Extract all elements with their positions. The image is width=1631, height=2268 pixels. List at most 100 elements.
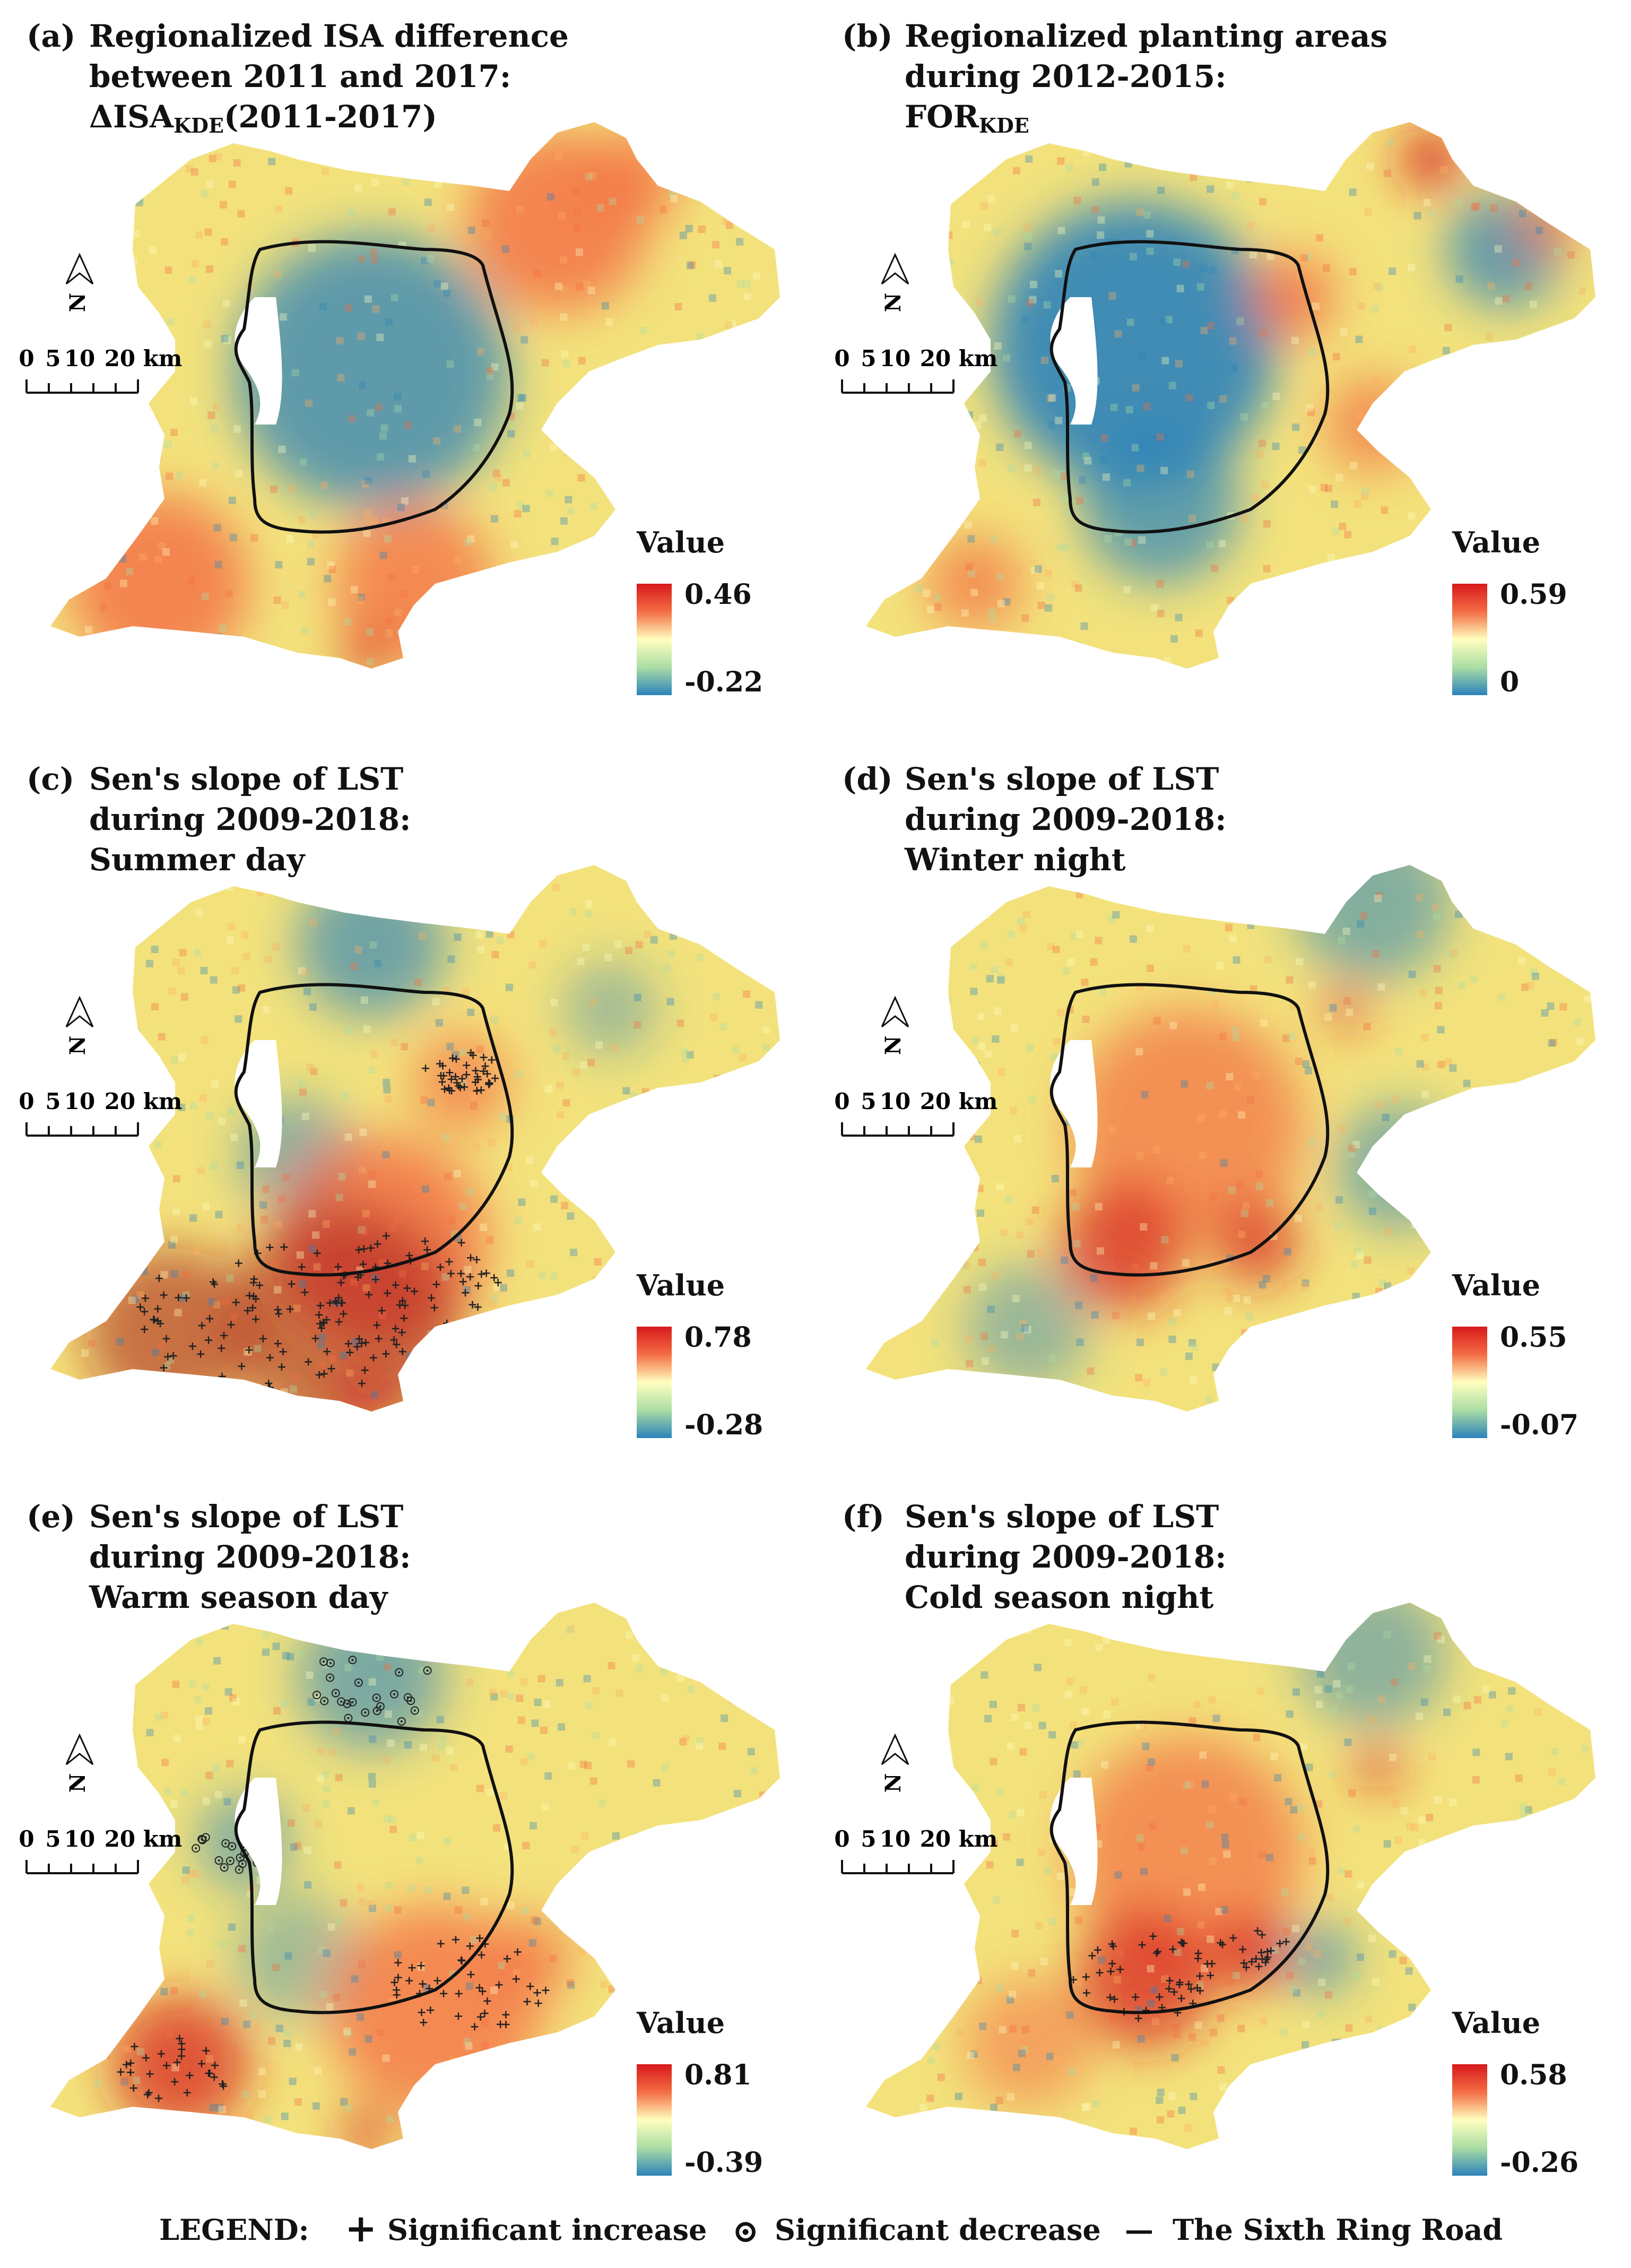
legend: LEGEND: + Significant increase ⊙ Signifi… [0,2202,1631,2261]
scale-label: 20 km [105,1826,183,1852]
map-panel-e: N 0 5 10 20 km (e) Sen's slope of LST during 20… [0,1481,816,2220]
colorbar-title: Value [637,1268,725,1302]
scale-label: 5 [45,345,60,371]
title-line: Sen's slope of LST [905,761,1219,797]
scale-label: 10 [64,345,95,371]
title-line: during 2009-2018: [905,1539,1227,1575]
sixth-ring-road-line [234,983,514,1277]
north-arrow-icon: N [881,996,909,1055]
scale-label: 10 [880,1088,910,1114]
title-line: Winter night [905,842,1126,878]
scale-label: 20 km [920,345,998,371]
scale-label: 20 km [920,1088,998,1114]
scale-label: 0 [834,1088,849,1114]
scale-label: 5 [861,1088,876,1114]
scale-bar: 0 5 10 20 km [834,1826,997,1874]
panel-tag: (c) [27,761,75,797]
panel-tag: (f) [842,1499,884,1535]
colorbar-min: -0.26 [1500,2146,1579,2179]
colorbar-max: 0.59 [1500,578,1567,611]
colorbar [1452,584,1487,695]
panel-tag: (e) [27,1499,75,1535]
colorbar-min: -0.39 [684,2146,764,2179]
title-line: during 2009-2018: [905,801,1227,837]
svg-text:N: N [881,1036,906,1055]
map-raster: N 0 5 10 20 km [19,122,780,695]
map-panel-a: N 0 5 10 20 km (a) Regionalized ISA difference… [0,0,816,740]
scale-bar: 0 5 10 20 km [19,1088,183,1137]
map-panel-d: N 0 5 10 20 km (d) Sen's slope of LST during 20… [816,743,1631,1483]
colorbar-min: -0.28 [684,1409,764,1441]
colorbar-max: 0.46 [684,578,752,611]
title-line: during 2009-2018: [89,1539,411,1575]
colorbar-title: Value [1452,1268,1541,1302]
scale-label: 5 [45,1826,60,1852]
scale-label: 5 [861,1826,876,1852]
ring-line-icon: — [1125,2213,1153,2247]
colorbar [637,2064,672,2176]
map-panel-f: N 0 5 10 20 km (f) Sen's slope of LST during 20… [816,1481,1631,2220]
scale-bar: 0 5 10 20 km [834,345,998,394]
map-raster: N 0 5 10 20 km [19,865,780,1438]
colorbar-min: -0.22 [684,666,764,698]
sixth-ring-road-line [234,240,514,534]
colorbar-min: -0.07 [1500,1409,1579,1441]
panel-tag: (b) [842,18,893,54]
map-panel-c: N 0 5 10 20 km (c) Sen's slope of LST during 20… [0,743,816,1483]
scale-label: 20 km [105,1088,183,1114]
panel-tag: (d) [842,761,893,797]
title-line: Regionalized ISA difference [89,18,569,54]
colorbar [637,1327,672,1438]
colorbar [1452,2064,1487,2176]
scale-bar: 0 5 10 20 km [19,345,183,394]
scale-label: 0 [19,345,34,371]
title-line: between 2011 and 2017: [89,58,511,94]
north-arrow-icon: N [65,1733,94,1793]
scale-label: 10 [64,1088,95,1114]
title-line: during 2009-2018: [89,801,411,837]
sixth-ring-road-line [1049,1720,1330,2014]
plus-icon: + [345,2205,377,2250]
title-line: ΔISAKDE(2011-2017) [89,99,437,137]
scale-label: 0 [19,1088,34,1114]
scale-label: 0 [19,1826,34,1852]
circle-dot-icon: ⊙ [732,2213,759,2250]
title-line: Regionalized planting areas [905,18,1388,54]
legend-ring-road: The Sixth Ring Road [1173,2213,1503,2247]
north-arrow-icon: N [65,996,94,1055]
colorbar-min: 0 [1500,666,1520,698]
north-arrow-icon: N [881,1733,909,1793]
legend-decrease: Significant decrease [775,2213,1101,2247]
map-raster: N0 5 10 20 km [834,122,1595,695]
scale-label: 10 [880,1826,910,1852]
svg-text:N: N [65,293,90,313]
colorbar-title: Value [1452,525,1541,559]
title-line: Warm season day [89,1579,388,1615]
map-raster: N 0 5 10 20 km [19,1603,780,2176]
legend-increase: Significant increase [387,2213,707,2247]
panel-tag: (a) [27,18,76,54]
colorbar-title: Value [637,2006,725,2040]
scale-bar: 0 5 10 20 km [19,1826,183,1874]
colorbar [637,584,672,695]
sixth-ring-road-line [234,1720,514,2014]
title-line: Sen's slope of LST [89,1499,404,1535]
scale-label: 10 [880,345,910,371]
scale-label: 10 [64,1826,95,1852]
sixth-ring-road-line [1049,983,1330,1277]
scale-label: 20 km [105,345,183,371]
title-line: Cold season night [905,1579,1214,1615]
colorbar-title: Value [637,525,725,559]
scale-label: 5 [45,1088,60,1114]
title-line: Summer day [89,842,305,878]
colorbar-title: Value [1452,2006,1541,2040]
colorbar-max: 0.55 [1500,1321,1567,1354]
north-arrow-icon: N [65,253,94,313]
legend-title: LEGEND: [159,2213,309,2247]
scale-label: 5 [861,345,876,371]
map-raster: N 0 5 10 20 km [834,1603,1595,2176]
colorbar-max: 0.81 [684,2059,752,2091]
colorbar [1452,1327,1487,1438]
svg-text:N: N [881,1773,906,1793]
scale-label: 0 [834,345,849,371]
